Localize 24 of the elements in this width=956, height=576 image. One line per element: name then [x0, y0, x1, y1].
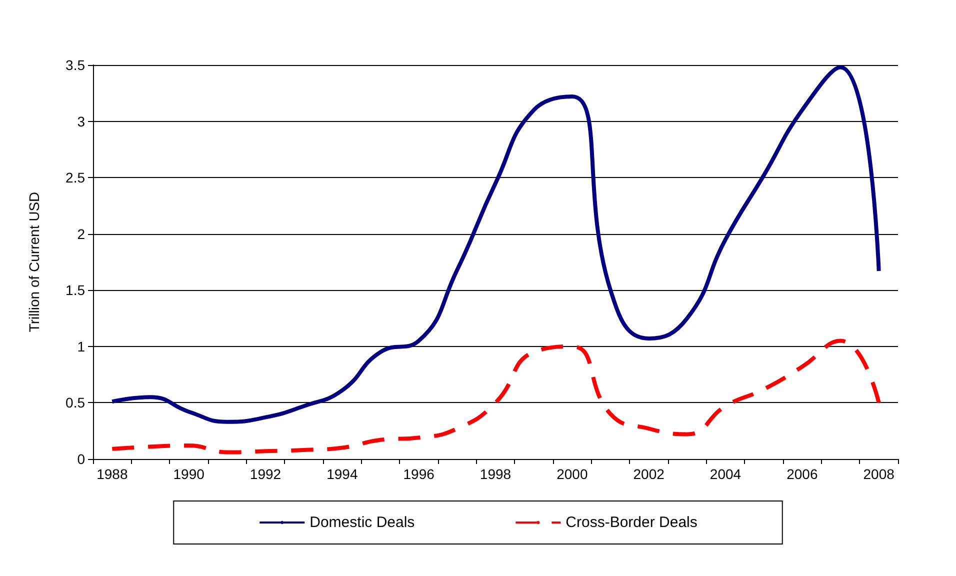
y-tick-label: 0.5	[66, 394, 86, 411]
x-tick-label: 2006	[786, 466, 818, 482]
x-tick-label: 2000	[556, 466, 588, 482]
x-tick-label: 2008	[863, 466, 895, 482]
x-tick-label: 1990	[173, 466, 205, 482]
line-series	[110, 338, 881, 454]
x-tick-label: 1994	[326, 466, 358, 482]
legend-label: Cross-Border Deals	[566, 514, 698, 531]
y-tick-label: 1	[77, 338, 86, 354]
y-tick-label: 3	[77, 113, 86, 130]
x-tick-label: 1992	[250, 466, 282, 482]
y-tick-label: 0	[77, 451, 86, 467]
x-tick-label: 1998	[480, 466, 512, 482]
x-tick-label: 2002	[633, 466, 665, 482]
legend-label: Domestic Deals	[310, 514, 415, 531]
x-tick-label: 1996	[403, 466, 435, 482]
y-tick-label: 2.5	[66, 170, 86, 186]
y-tick-label: 3.5	[66, 57, 86, 73]
x-tick-label: 1988	[96, 466, 128, 482]
line-series	[110, 65, 881, 424]
y-axis-title: Trillion of Current USD	[26, 192, 42, 332]
y-tick-label: 2	[77, 226, 86, 242]
y-tick-label: 1.5	[66, 282, 86, 298]
x-tick-label: 2004	[710, 466, 742, 482]
